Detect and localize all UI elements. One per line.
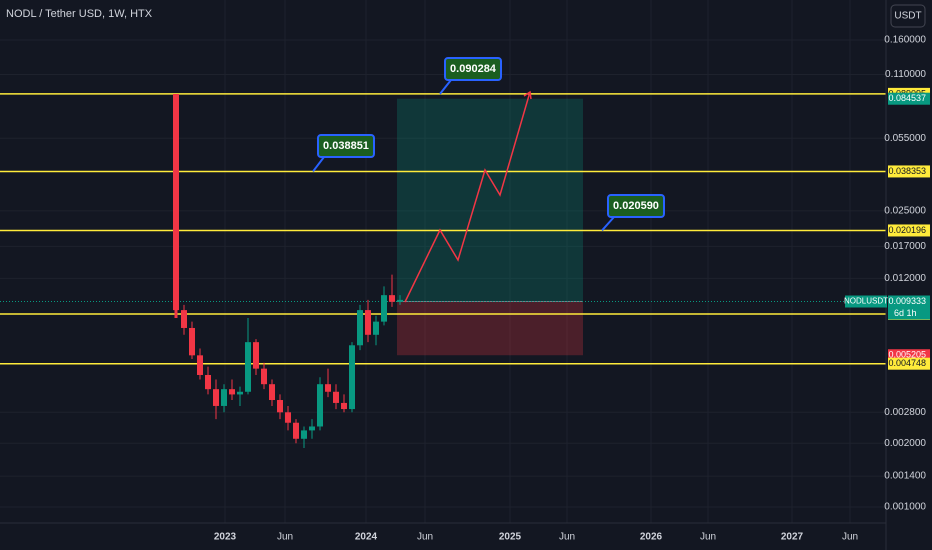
- price-tag: [888, 92, 930, 105]
- candle-body: [277, 400, 283, 413]
- symbol-title: NODL / Tether USD, 1W, HTX: [6, 8, 153, 20]
- price-label: 0.001400: [884, 471, 926, 482]
- callout-pointer: [439, 79, 452, 95]
- callout-pointer: [601, 216, 615, 232]
- target-zone: [397, 98, 583, 302]
- candle-body: [173, 93, 179, 311]
- currency-button[interactable]: [890, 4, 926, 28]
- position-tool: [397, 98, 583, 356]
- candle-body: [261, 368, 267, 385]
- price-label: 0.110000: [885, 69, 926, 80]
- price-tag-label: 0.020196: [888, 225, 926, 235]
- candle-body: [357, 310, 363, 346]
- candle-body: [317, 384, 323, 427]
- grid: [0, 0, 886, 523]
- candle-body: [285, 412, 291, 423]
- time-label: Jun: [700, 532, 716, 543]
- time-label: 2024: [355, 532, 378, 543]
- price-tag: [888, 224, 930, 237]
- candle-body: [381, 295, 387, 322]
- candles: [173, 93, 403, 448]
- candle-body: [237, 391, 243, 395]
- currency-label[interactable]: USDT: [894, 11, 921, 22]
- callout-box: [607, 194, 665, 218]
- price-tag-label: 0.004748: [888, 358, 926, 368]
- time-label: 2026: [640, 532, 663, 543]
- price-label: 0.002800: [884, 407, 926, 418]
- price-tags: 0.0890950.0845370.0383530.0201960.009314…: [844, 87, 930, 370]
- price-tag-label: 0.084537: [888, 93, 926, 103]
- time-label: Jun: [842, 532, 858, 543]
- ticker-tag: [845, 295, 887, 308]
- candle-body: [197, 355, 203, 375]
- candle-body: [245, 342, 251, 392]
- candle-body: [373, 321, 379, 335]
- price-tag-label: 0.038353: [888, 166, 926, 176]
- candle-body: [365, 310, 371, 335]
- time-label: 2027: [781, 532, 804, 543]
- callout-label: 0.038851: [323, 140, 369, 152]
- price-label: 0.001000: [884, 502, 926, 513]
- candle-body: [205, 374, 211, 390]
- candle-body: [309, 426, 315, 431]
- candle-body: [397, 299, 403, 302]
- ticker-label: NODLUSDT: [844, 297, 888, 306]
- time-label: 2023: [214, 532, 237, 543]
- callouts: 0.090284 0.038851 0.020590: [312, 57, 665, 232]
- candle-body: [341, 402, 347, 410]
- time-label: Jun: [277, 532, 293, 543]
- candle-body: [389, 295, 395, 302]
- stop-zone: [397, 301, 583, 356]
- candle-body: [349, 345, 355, 410]
- countdown-label: 6d 1h: [894, 308, 917, 318]
- candle-body: [181, 310, 187, 328]
- candle-body: [253, 342, 259, 369]
- candle-body: [213, 389, 219, 406]
- time-label: Jun: [417, 532, 433, 543]
- callout-pointer: [312, 156, 325, 173]
- levels: [0, 93, 886, 365]
- time-label: 2025: [499, 532, 522, 543]
- time-label: Jun: [559, 532, 575, 543]
- price-tag-label: 0.005205: [888, 350, 926, 360]
- candle-body: [293, 422, 299, 439]
- callout-label: 0.020590: [613, 200, 659, 212]
- projection-path: [404, 91, 531, 303]
- price-label: 0.055000: [884, 133, 926, 144]
- candle-body: [333, 391, 339, 403]
- candle-body: [301, 430, 307, 439]
- price-label: 0.017000: [884, 241, 926, 252]
- callout-box: [444, 57, 502, 81]
- last-price-tag: [888, 295, 930, 320]
- projection-arrowhead: [523, 90, 532, 100]
- price-tag: [888, 165, 930, 178]
- price-tag: [888, 357, 930, 370]
- candle-body: [229, 389, 235, 395]
- candle-body: [189, 327, 195, 356]
- price-label: 0.025000: [884, 205, 926, 216]
- time-axis: 2023 Jun 2024 Jun 2025 Jun 2026 Jun 2027 Jun: [214, 532, 858, 543]
- price-label: 0.002000: [884, 438, 926, 449]
- last-price-label: 0.009333: [888, 296, 926, 306]
- callout-label: 0.090284: [450, 63, 497, 75]
- price-axis: 0.160000 0.110000 0.055000 0.025000 0.017000…: [884, 35, 926, 513]
- candle-body: [269, 384, 275, 401]
- candle-body: [221, 389, 227, 406]
- callout-box: [317, 134, 375, 158]
- candle-body: [325, 384, 331, 392]
- price-label: 0.012000: [884, 273, 926, 284]
- price-label: 0.160000: [884, 35, 926, 46]
